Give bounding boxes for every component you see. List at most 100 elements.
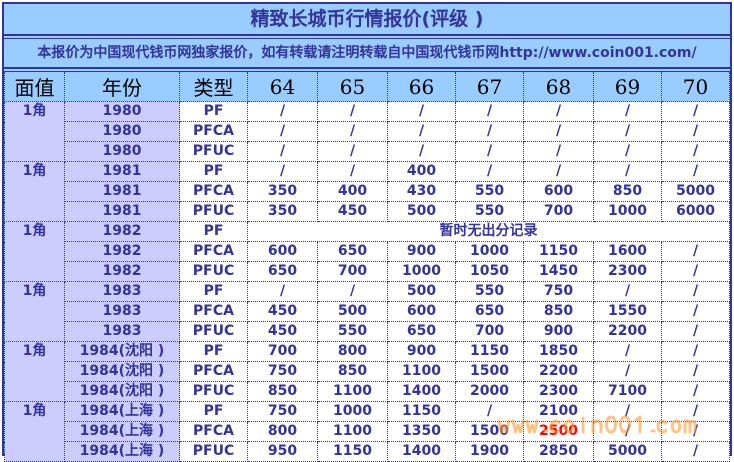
price-cell: 1400 (387, 441, 456, 462)
price-cell: 1500 (455, 421, 524, 442)
table-row: 1角 1983 PF //500 550 750// (4, 281, 730, 342)
price-cell: / (317, 101, 388, 122)
price-table: 面值 年份 类型 64 65 66 67 68 69 70 1角 1980 PF / / / / / //1980… (4, 71, 730, 462)
grade-type-cell: PFUC (179, 141, 248, 162)
price-cell: 1400 (387, 381, 456, 402)
column-header: 69 (593, 71, 662, 102)
year-cell: 1981 (64, 181, 180, 202)
price-cell: / (317, 281, 388, 302)
price-cell: 850 (523, 301, 594, 322)
price-cell: / (317, 141, 388, 162)
price-cell: 950 (247, 441, 318, 462)
price-cell: / (661, 161, 730, 182)
year-cell: 1984(上海 ) (64, 401, 180, 422)
table-row: 1984(上海 ) PFCA 800 1100 1350 1500 2500// (5, 421, 730, 442)
price-cell: / (593, 101, 662, 122)
price-cell: 700 (455, 321, 524, 342)
price-cell: 650 (387, 321, 456, 342)
price-cell: 750 (523, 281, 594, 302)
price-cell: 900 (387, 241, 456, 262)
price-cell: 1150 (317, 441, 388, 462)
table-row: 1981 PFCA 350 400 430 550 600 850 5000 (5, 181, 730, 202)
price-cell: 850 (247, 381, 318, 402)
face-value-cell: 1角 (4, 281, 65, 342)
grade-type-cell: PF (179, 341, 248, 362)
price-cell: / (523, 101, 594, 122)
price-cell: / (593, 121, 662, 142)
price-cell: / (593, 401, 662, 422)
price-cell: 2500 (523, 421, 594, 442)
price-cell: 1100 (317, 381, 388, 402)
price-cell: 7100 (593, 381, 662, 402)
grade-type-cell: PFCA (179, 241, 248, 262)
price-cell: 2200 (593, 321, 662, 342)
table-row: 1980 PFCA / / / / / / / (5, 121, 730, 142)
table-row: 1983 PFCA 450 500 600 650 850 1550/ (5, 301, 730, 322)
column-header: 年份 (64, 71, 180, 102)
year-cell: 1981 (64, 161, 180, 182)
price-cell: / (661, 121, 730, 142)
price-cell: 1000 (455, 241, 524, 262)
grade-type-cell: PF (179, 281, 248, 302)
price-cell: 700 (317, 261, 388, 282)
price-cell: 1000 (593, 201, 662, 222)
price-cell: 1000 (387, 261, 456, 282)
column-header: 66 (387, 71, 456, 102)
year-cell: 1984(沈阳 ) (64, 341, 180, 362)
price-cell: 850 (593, 181, 662, 202)
price-cell: / (455, 141, 524, 162)
price-cell: 550 (317, 321, 388, 342)
grade-type-cell: PFCA (179, 361, 248, 382)
grade-type-cell: PF (179, 161, 248, 182)
grade-type-cell: PFUC (179, 381, 248, 402)
price-cell: 550 (455, 201, 524, 222)
table-row: 1角 1982 PF 暂时无出分记录 (4, 221, 730, 282)
price-cell: / (247, 281, 318, 302)
price-cell: / (661, 361, 730, 382)
price-cell: 750 (247, 401, 318, 422)
page-title: 精致长城币行情报价(评级 ) (4, 4, 730, 36)
price-cell: / (593, 161, 662, 182)
face-value-cell: 1角 (4, 101, 65, 162)
column-header: 面值 (4, 71, 65, 102)
price-cell: 350 (247, 181, 318, 202)
price-cell: 1450 (523, 261, 594, 282)
price-cell: / (661, 101, 730, 122)
price-cell: 1850 (523, 341, 594, 362)
price-cell: 650 (317, 241, 388, 262)
column-header: 68 (523, 71, 594, 102)
price-cell: / (593, 341, 662, 362)
price-cell: 430 (387, 181, 456, 202)
table-row: 1983 PFUC 450 550 650 700 900 2200/ (5, 321, 730, 342)
year-cell: 1984(沈阳 ) (64, 381, 180, 402)
table-row: 1角 1980 PF / / / / / / / (4, 101, 730, 162)
price-cell: 1550 (593, 301, 662, 322)
price-cell: 2100 (523, 401, 594, 422)
grade-type-cell: PFCA (179, 421, 248, 442)
price-cell: / (661, 341, 730, 362)
price-cell: / (523, 161, 594, 182)
price-cell: 600 (387, 301, 456, 322)
grade-type-cell: PFUC (179, 321, 248, 342)
table-row: 1981 PFUC 350 450 500 550 700 1000 6000 (5, 201, 730, 222)
year-cell: 1983 (64, 281, 180, 302)
price-cell: 450 (247, 321, 318, 342)
grade-type-cell: PF (179, 101, 248, 122)
price-cell: / (661, 141, 730, 162)
price-cell: 1350 (387, 421, 456, 442)
copyright-notice: 本报价为中国现代钱币网独家报价，如有转载请注明转载自中国现代钱币网http://… (4, 38, 730, 69)
price-cell: 2300 (523, 381, 594, 402)
price-cell: 1050 (455, 261, 524, 282)
price-cell: / (661, 261, 730, 282)
price-cell: 1150 (387, 401, 456, 422)
price-cell: / (523, 121, 594, 142)
price-cell: 900 (387, 341, 456, 362)
price-cell: / (661, 401, 730, 422)
grade-type-cell: PF (179, 221, 248, 242)
price-cell: / (593, 421, 662, 442)
face-value-cell: 1角 (4, 221, 65, 282)
column-header: 类型 (179, 71, 248, 102)
grade-type-cell: PFUC (179, 201, 248, 222)
price-cell: 850 (317, 361, 388, 382)
